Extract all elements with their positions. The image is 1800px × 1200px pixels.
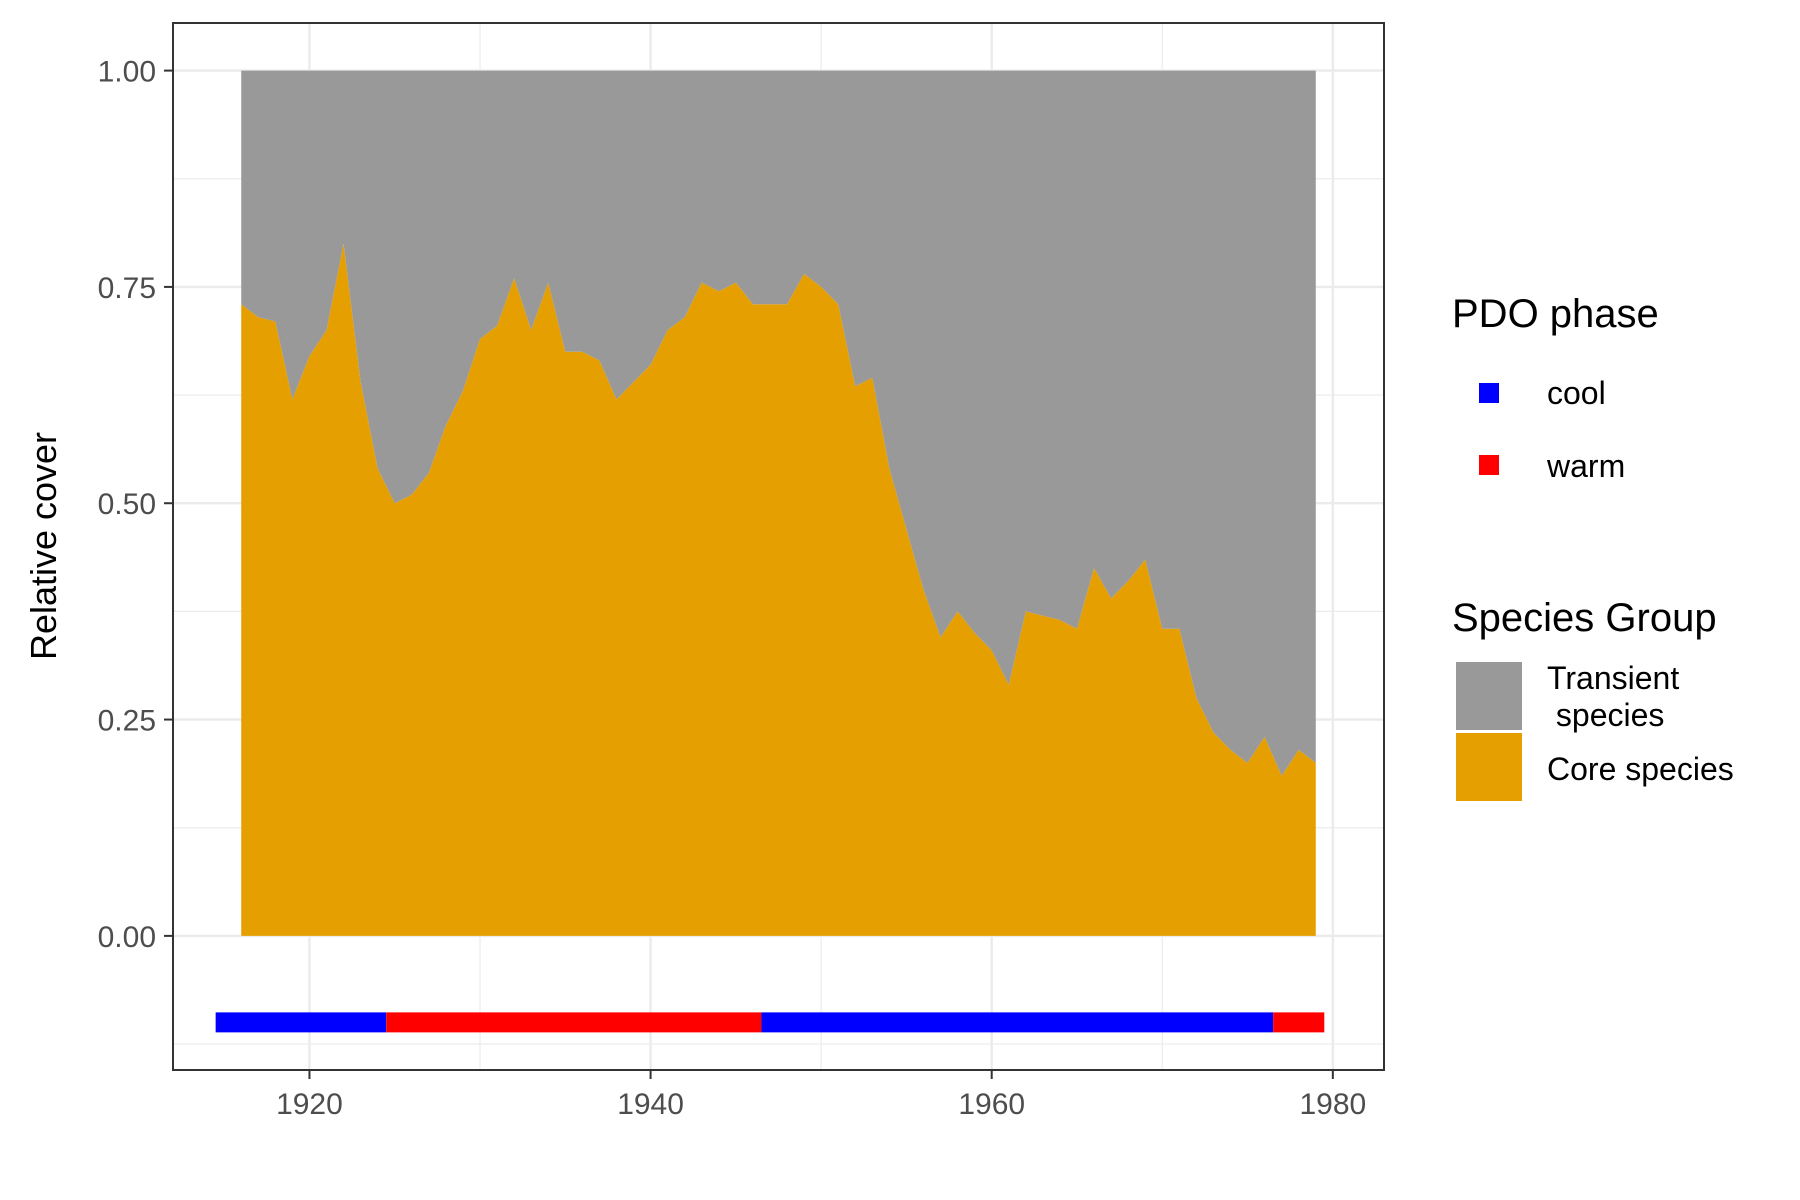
x-tick-label: 1980 — [1299, 1088, 1366, 1121]
y-axis: 0.00 0.25 0.50 0.75 1.00 — [98, 56, 173, 954]
x-tick-label: 1940 — [617, 1088, 684, 1121]
y-axis-title: Relative cover — [23, 432, 64, 660]
legend-label-core: Core species — [1547, 751, 1734, 787]
legend-title-species: Species Group — [1452, 596, 1717, 640]
legend-label-transient-line1: Transient — [1547, 660, 1679, 696]
panel-border — [172, 22, 1385, 1071]
area-transient — [241, 70, 1316, 776]
legend-key-transient — [1456, 662, 1522, 730]
legend-label-warm: warm — [1546, 448, 1625, 484]
legend-title-pdo: PDO phase — [1452, 292, 1659, 336]
y-tick-label: 1.00 — [98, 56, 156, 89]
y-tick-label: 0.50 — [98, 488, 156, 521]
legend-label-transient-line2: species — [1547, 697, 1664, 733]
plot-panel — [172, 22, 1385, 1071]
legend-key-cool — [1479, 383, 1499, 403]
x-tick-label: 1920 — [276, 1088, 343, 1121]
area-layers — [241, 70, 1316, 936]
x-tick-label: 1960 — [958, 1088, 1025, 1121]
legend-label-transient: Transient species — [1547, 660, 1688, 733]
legend-key-core — [1456, 733, 1522, 801]
y-tick-label: 0.75 — [98, 272, 156, 305]
y-tick-label: 0.25 — [98, 705, 156, 738]
x-axis: 1920 1940 1960 1980 — [276, 1070, 1366, 1121]
legend-label-cool: cool — [1547, 375, 1606, 411]
y-tick-label: 0.00 — [98, 921, 156, 954]
legend-key-warm — [1479, 455, 1499, 475]
legend: PDO phase cool warm Species Group Transi… — [1452, 292, 1734, 801]
area-core — [241, 243, 1316, 936]
